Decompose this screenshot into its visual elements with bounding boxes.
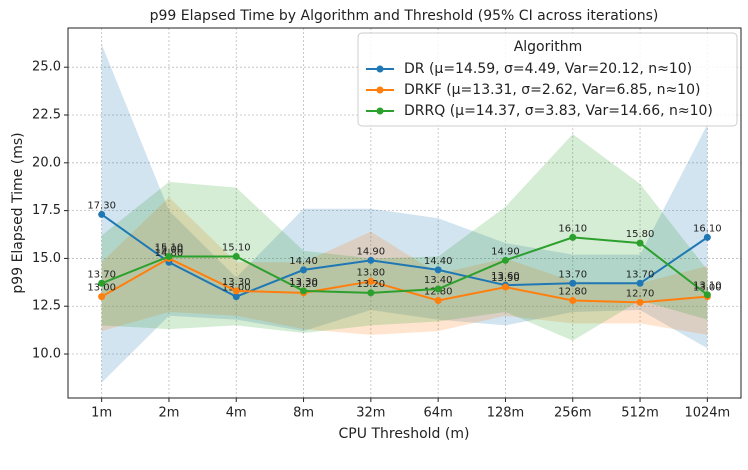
x-tick-label: 256m (554, 406, 591, 421)
series-line (101, 236, 708, 296)
point (569, 233, 577, 241)
y-tick-label: 15.0 (32, 251, 61, 266)
chart-title: p99 Elapsed Time by Algorithm and Thresh… (150, 8, 659, 24)
legend-marker (376, 107, 384, 115)
y-tick-label: 22.5 (32, 108, 61, 123)
value-label: 12.80 (558, 286, 587, 297)
point (165, 253, 173, 261)
point (703, 291, 711, 299)
y-tick-label: 10.0 (32, 347, 61, 362)
point (300, 287, 308, 295)
x-tick-label: 128m (487, 406, 524, 421)
value-label: 16.10 (558, 223, 587, 234)
value-label: 14.90 (357, 246, 386, 257)
y-tick-label: 25.0 (32, 60, 61, 75)
legend-marker (376, 86, 384, 94)
x-tick-label: 8m (293, 406, 314, 421)
point (501, 283, 509, 291)
y-tick-label: 17.5 (32, 203, 61, 218)
value-label: 13.10 (693, 281, 722, 292)
value-label: 15.80 (626, 229, 655, 240)
y-tick-label: 20.0 (32, 155, 61, 170)
point (98, 279, 106, 287)
point (98, 210, 106, 218)
legend-marker (376, 65, 384, 73)
value-label: 13.20 (357, 279, 386, 290)
x-tick-label: 1024m (684, 406, 730, 421)
value-label: 13.30 (222, 277, 251, 288)
legend-box (357, 32, 738, 127)
value-label: 14.40 (424, 256, 453, 267)
x-tick-label: 512m (621, 406, 658, 421)
point (434, 266, 442, 274)
point (367, 277, 375, 285)
legend-title: Algorithm (514, 39, 583, 55)
y-tick-label: 12.5 (32, 299, 61, 314)
point (636, 298, 644, 306)
x-tick-label: 2m (158, 406, 179, 421)
legend-label: DRKF (μ=13.31, σ=2.62, Var=6.85, n≈10) (404, 82, 700, 98)
point (367, 256, 375, 264)
value-label: 13.30 (289, 277, 318, 288)
plot-frame (67, 27, 742, 399)
point (367, 289, 375, 297)
value-label: 12.70 (626, 288, 655, 299)
value-label: 13.80 (357, 267, 386, 278)
point (569, 279, 577, 287)
x-tick-label: 32m (356, 406, 385, 421)
legend-label: DR (μ=14.59, σ=4.49, Var=20.12, n≈10) (404, 61, 692, 77)
point (232, 293, 240, 301)
value-label: 13.70 (558, 269, 587, 280)
value-label: 13.00 (87, 283, 116, 294)
point (232, 253, 240, 261)
value-label: 13.70 (87, 269, 116, 280)
point (636, 239, 644, 247)
x-tick-label: 4m (226, 406, 247, 421)
value-label: 15.10 (155, 243, 184, 254)
point (434, 296, 442, 304)
y-axis-label: p99 Elapsed Time (ms) (10, 132, 26, 293)
value-label: 13.60 (491, 271, 520, 282)
point (703, 233, 711, 241)
point (232, 287, 240, 295)
point (300, 266, 308, 274)
point (569, 296, 577, 304)
point (501, 256, 509, 264)
value-label: 15.00 (155, 244, 184, 255)
value-label: 16.10 (693, 223, 722, 234)
value-label: 15.10 (222, 243, 251, 254)
value-label: 13.50 (491, 273, 520, 284)
value-label: 14.40 (289, 256, 318, 267)
value-label: 13.70 (626, 269, 655, 280)
x-axis-label: CPU Threshold (m) (339, 426, 470, 442)
point (98, 293, 106, 301)
series-line (101, 213, 708, 298)
value-label: 13.20 (289, 279, 318, 290)
point (434, 285, 442, 293)
x-tick-label: 1m (91, 406, 112, 421)
value-label: 17.30 (87, 200, 116, 211)
point (636, 279, 644, 287)
value-label: 13.00 (693, 283, 722, 294)
value-label: 13.40 (424, 275, 453, 286)
value-label: 14.90 (491, 246, 520, 257)
legend-label: DRRQ (μ=14.37, σ=3.83, Var=14.66, n≈10) (404, 103, 713, 119)
x-tick-label: 64m (424, 406, 453, 421)
